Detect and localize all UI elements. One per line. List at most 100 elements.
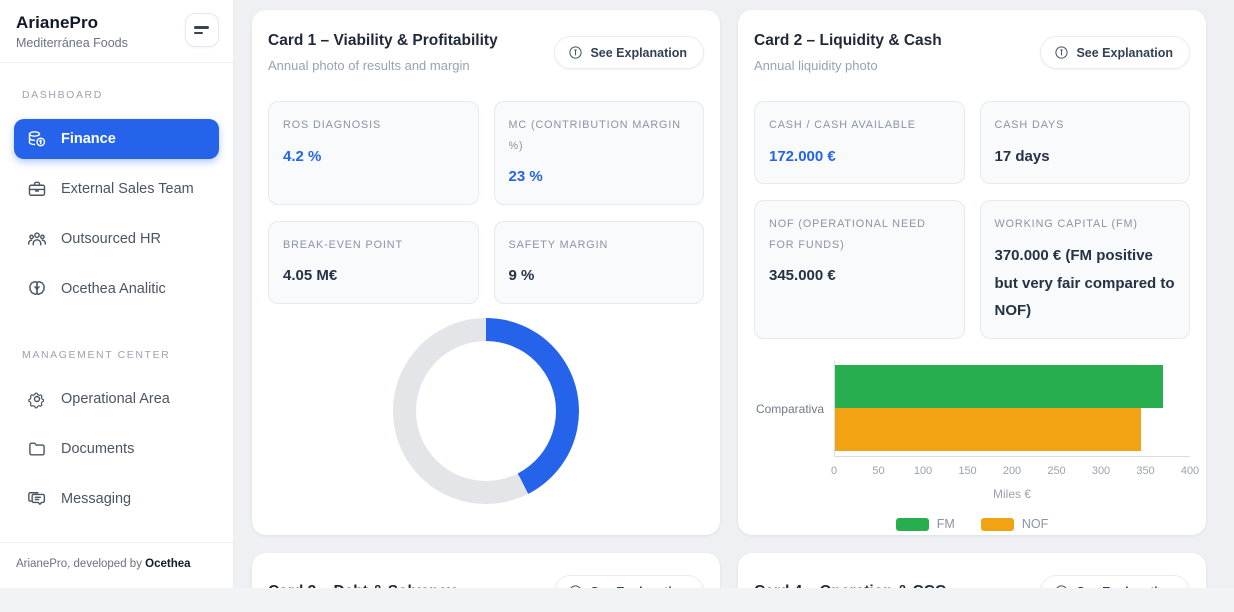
sidebar: ArianePro Mediterránea Foods DASHBOARD F… [0,0,234,588]
sidebar-item-ocethea-analitic[interactable]: Ocethea Analitic [14,269,219,309]
metric-label: BREAK-EVEN POINT [283,238,403,251]
metrics-grid: CASH / CASH AVAILABLE 172.000 € CASH DAY… [754,101,1190,339]
sidebar-item-operational-area[interactable]: Operational Area [14,379,219,419]
metric-working-capital: WORKING CAPITAL (FM) 370.000 € (FM posit… [979,200,1190,339]
sidebar-item-label: External Sales Team [61,181,194,197]
card-header: Card 2 – Liquidity & Cash Annual liquidi… [754,32,1190,73]
footer-text: ArianePro, developed by [16,558,142,570]
metric-label: MC (CONTRIBUTION MARGIN %) [508,119,681,152]
fm-nof-bar-chart: Comparativa 0 50 100 150 200 250 300 350 400 Mil… [754,361,1199,531]
dashboard-content: Card 1 – Viability & Profitability Annua… [234,0,1234,588]
bar-fm [835,365,1164,408]
sidebar-item-label: Operational Area [61,391,170,407]
footer-brand: Ocethea [145,558,191,570]
coins-icon [26,129,47,150]
card-debt-solvency: Card 3 – Debt & Solvency See Explanation [252,553,720,588]
info-icon [1055,46,1069,59]
see-explanation-button[interactable]: See Explanation [1040,575,1190,588]
metrics-grid: ROS DIAGNOSIS 4.2 % MC (CONTRIBUTION MAR… [268,101,704,304]
sidebar-item-label: Finance [61,131,116,147]
team-icon [26,229,47,250]
card-operation-ccc: Card 4 – Operation & CCC See Explanation [738,553,1206,588]
metric-label: WORKING CAPITAL (FM) [994,218,1138,231]
metric-value: 17 days [994,147,1050,165]
card-liquidity-cash: Card 2 – Liquidity & Cash Annual liquidi… [738,10,1206,535]
x-axis-tick: 250 [1047,465,1066,477]
window-bottom-edge [0,588,1234,612]
metric-value: 345.000 € [769,267,836,285]
metric-safety-margin: SAFETY MARGIN 9 % [493,220,704,304]
brand-subtitle: Mediterránea Foods [16,36,128,50]
legend-item-fm: FM [895,517,955,531]
x-axis-tick: 200 [1002,465,1022,477]
sidebar-item-documents[interactable]: Documents [14,429,219,469]
x-axis-tick: 400 [1180,465,1200,477]
metric-cash-days: CASH DAYS 17 days [979,101,1190,185]
x-axis-tick: 300 [1091,465,1111,477]
section-label-management-center: MANAGEMENT CENTER [22,349,171,361]
brand-name: ArianePro [16,13,99,32]
x-axis-tick: 350 [1136,465,1155,477]
donut-hole [416,341,556,481]
metric-cash-available: CASH / CASH AVAILABLE 172.000 € [754,101,965,185]
bar-nof [835,408,1142,451]
see-explanation-button[interactable]: See Explanation [554,575,704,588]
see-explanation-button[interactable]: See Explanation [1040,36,1190,69]
metric-value: 4.05 M€ [283,267,338,285]
metric-ros-diagnosis: ROS DIAGNOSIS 4.2 % [268,101,479,205]
metric-label: CASH DAYS [994,119,1065,131]
card-header: Card 4 – Operation & CCC See Explanation [754,575,1190,588]
sidebar-item-messaging[interactable]: Messaging [14,479,219,519]
chart-legend: FM NOF [754,517,1190,531]
metric-label: NOF (OPERATIONAL NEED FOR FUNDS) [769,218,926,251]
info-icon [1056,585,1067,588]
section-label-dashboard: DASHBOARD [22,89,103,101]
legend-label: NOF [1021,517,1049,531]
sidebar-toggle-button[interactable] [185,13,219,47]
sidebar-item-finance[interactable]: Finance [14,119,219,159]
sidebar-item-label: Ocethea Analitic [61,281,166,297]
gear-icon [26,389,47,410]
x-axis-tick: 0 [830,465,838,477]
x-axis-tick: 50 [872,465,885,477]
card-header: Card 1 – Viability & Profitability Annua… [268,32,704,73]
x-axis-tick: 150 [958,465,977,477]
brain-icon [26,279,47,300]
sidebar-item-external-sales-team[interactable]: External Sales Team [14,169,219,209]
info-icon [569,46,583,59]
legend-swatch-fm [895,517,929,531]
metric-value: 172.000 € [769,147,836,165]
app-window: ArianePro Mediterránea Foods DASHBOARD F… [0,0,1234,588]
brand-block: ArianePro Mediterránea Foods [16,13,128,50]
metric-label: ROS DIAGNOSIS [283,119,382,131]
metric-nof: NOF (OPERATIONAL NEED FOR FUNDS) 345.000… [754,200,965,339]
x-axis-tick: 100 [913,465,933,477]
sidebar-item-label: Documents [61,441,135,457]
legend-item-nof: NOF [980,517,1049,531]
card-header: Card 3 – Debt & Solvency See Explanation [268,575,704,588]
metric-value: 9 % [508,267,535,285]
metric-break-even-point: BREAK-EVEN POINT 4.05 M€ [268,220,479,304]
metric-label: CASH / CASH AVAILABLE [769,119,916,131]
legend-swatch-nof [980,517,1014,531]
card-subtitle: Annual photo of results and margin [268,58,470,73]
metric-label: SAFETY MARGIN [508,238,609,251]
card-viability-profitability: Card 1 – Viability & Profitability Annua… [252,10,720,535]
metric-contribution-margin: MC (CONTRIBUTION MARGIN %) 23 % [493,101,704,205]
sidebar-nav: DASHBOARD Finance External Sales Team Ou… [0,63,233,542]
chat-icon [26,489,47,510]
card-title: Card 3 – Debt & Solvency [268,583,456,589]
x-axis-ticks: 0 50 100 150 200 250 300 350 400 [830,465,1199,480]
briefcase-icon [26,179,47,200]
x-axis-title: Miles € [992,487,1031,501]
info-icon [570,585,581,588]
sidebar-item-label: Messaging [61,491,132,507]
card-title: Card 1 – Viability & Profitability [268,32,498,49]
sidebar-footer: ArianePro, developed by Ocethea [0,542,233,588]
legend-label: FM [936,517,955,531]
metric-value: 4.2 % [283,147,322,165]
sidebar-item-outsourced-hr[interactable]: Outsourced HR [14,219,219,259]
card-subtitle: Annual liquidity photo [754,58,878,73]
profitability-donut-chart [393,318,579,504]
see-explanation-button[interactable]: See Explanation [554,36,704,69]
